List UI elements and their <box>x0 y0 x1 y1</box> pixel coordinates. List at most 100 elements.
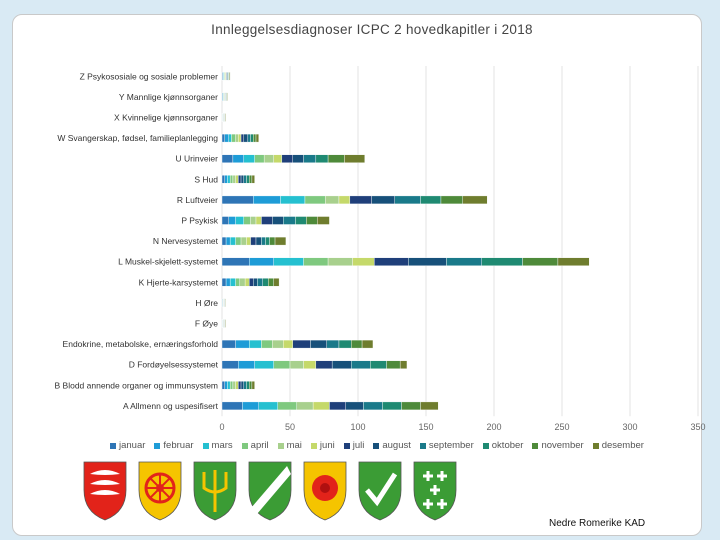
bar-segment-oktober <box>250 133 254 143</box>
bar-segment-august <box>240 381 244 390</box>
legend-swatch <box>343 442 350 449</box>
bar-segment-november <box>306 216 318 225</box>
bar-segment-mars <box>235 216 244 225</box>
bar-segment-mars <box>227 175 231 184</box>
bar-segment-november <box>268 278 274 287</box>
bar-segment-mars <box>229 278 236 287</box>
bar-segment-mars <box>227 381 231 390</box>
bar-segment-mars <box>229 236 236 246</box>
bar-segment-mai <box>289 360 304 369</box>
bar-segment-september <box>326 339 340 349</box>
bar-segment-juni <box>238 133 242 143</box>
category-label: K Hjerte-karsystemet <box>139 277 219 287</box>
bar-segment-mars <box>254 360 274 369</box>
bar-segment-oktober <box>315 154 329 163</box>
legend-label: juli <box>352 440 365 451</box>
bar-segment-februar <box>235 339 250 349</box>
bar-segment-januar <box>221 154 234 163</box>
x-tick-label: 50 <box>285 422 295 432</box>
bar-segment-november <box>269 236 276 246</box>
legend-item-januar: januar <box>110 440 145 451</box>
bar-segment-januar <box>221 216 230 225</box>
bar-segment-november <box>248 175 253 184</box>
coat-of-arms-crosses <box>413 461 457 521</box>
bar-segment-september <box>363 401 383 411</box>
bar-segment-mai <box>235 133 239 143</box>
bar-segment-desember <box>273 278 280 287</box>
legend-swatch <box>277 442 284 449</box>
bar-segment-november <box>401 401 421 411</box>
category-label: D Fordøyelsessystemet <box>129 360 219 370</box>
bar-segment-september <box>243 381 247 390</box>
x-tick-label: 100 <box>350 422 365 432</box>
bar-segment-juli <box>292 339 311 349</box>
bar-segment-oktober <box>246 381 250 390</box>
bar-segment-april <box>254 154 265 163</box>
legend-swatch <box>110 442 116 449</box>
bar-segment-mai <box>239 278 246 287</box>
bar-segment-november <box>386 360 401 369</box>
x-tick-label: 200 <box>486 422 501 432</box>
bar-segment-november <box>351 339 363 349</box>
bar-segment-november <box>440 195 463 205</box>
legend-item-mars: mars <box>202 440 233 451</box>
bar-segment-november <box>253 133 257 143</box>
x-tick-label: 150 <box>418 422 433 432</box>
bar-segment-desember <box>399 360 408 369</box>
bar-segment-juli <box>281 154 293 163</box>
legend-item-februar: februar <box>154 440 194 451</box>
bar-segment-mai <box>296 401 314 411</box>
bar-segment-januar <box>221 339 236 349</box>
bar-segment-august <box>408 257 447 266</box>
bar-segment-april <box>231 133 236 143</box>
bar-segment-juni <box>303 360 317 369</box>
legend-swatch <box>419 442 426 449</box>
bar-segment-desember <box>224 113 226 122</box>
bar-segment-februar <box>225 236 231 246</box>
bar-segment-februar <box>248 257 274 266</box>
bar-segment-juli <box>248 278 254 287</box>
category-label: F Øye <box>195 319 218 329</box>
bar-segment-oktober <box>246 175 250 184</box>
bar-segment-juni <box>283 339 293 349</box>
coat-of-arms-rose <box>303 461 347 521</box>
legend-swatch <box>482 442 489 449</box>
bar-segment-oktober <box>382 401 402 411</box>
bar-segment-juni <box>312 401 330 411</box>
bar-segment-desember <box>226 92 228 102</box>
bar-segment-juli <box>329 401 346 411</box>
bar-segment-juli <box>315 360 333 369</box>
category-label: Y Mannlige kjønnsorganer <box>119 92 218 102</box>
bar-segment-januar <box>221 175 225 184</box>
bar-segment-januar <box>221 381 225 390</box>
bar-segment-oktober <box>420 195 442 205</box>
bar-segment-august <box>272 216 284 225</box>
legend-label: november <box>541 440 584 451</box>
bar-segment-juni <box>235 381 239 390</box>
bar-segment-oktober <box>265 236 270 246</box>
bar-segment-august <box>253 278 258 287</box>
category-label: S Hud <box>194 174 218 184</box>
bar-segment-august <box>240 175 244 184</box>
bar-segment-desember <box>361 339 374 349</box>
legend-label: april <box>250 440 269 451</box>
bar-segment-juni <box>244 278 250 287</box>
bar-segment-mai <box>240 236 247 246</box>
x-tick-label: 0 <box>219 422 224 432</box>
bar-segment-november <box>522 257 559 266</box>
bar-segment-april <box>304 195 326 205</box>
legend-item-november: november <box>532 440 584 451</box>
municipal-coats-of-arms <box>83 461 457 521</box>
bar-segment-april <box>277 401 298 411</box>
legend-swatch <box>310 442 317 449</box>
bar-segment-september <box>283 216 296 225</box>
bar-segment-juli <box>238 175 242 184</box>
bar-segment-februar <box>224 381 228 390</box>
bar-segment-desember <box>224 298 226 308</box>
bar-segment-mars <box>243 154 255 163</box>
bar-segment-juni <box>338 195 351 205</box>
bar-segment-september <box>247 133 251 143</box>
bar-segment-mai <box>232 175 236 184</box>
legend-swatch <box>532 442 539 449</box>
